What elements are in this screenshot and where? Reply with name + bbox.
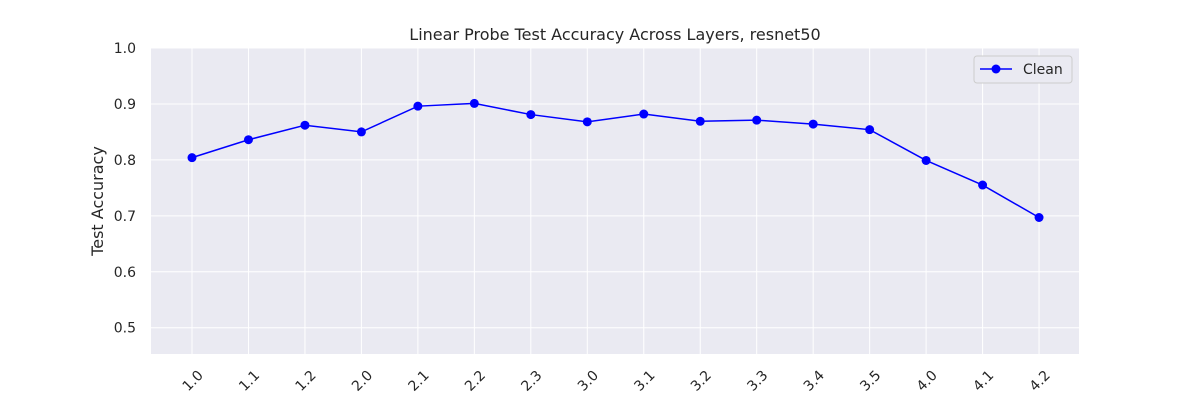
- data-point: [695, 116, 705, 126]
- data-point: [978, 180, 988, 190]
- data-point: [469, 98, 479, 108]
- legend: Clean: [973, 55, 1073, 84]
- data-point: [300, 120, 310, 130]
- data-point: [639, 109, 649, 119]
- x-tick-label: 2.2: [462, 368, 489, 395]
- x-tick-label: 3.4: [801, 368, 828, 395]
- x-tick-label: 4.0: [914, 368, 941, 395]
- x-tick-label: 2.3: [518, 368, 545, 395]
- y-tick-label: 0.7: [114, 209, 136, 225]
- y-tick-labels: 0.5 0.6 0.7 0.8 0.9 1.0: [114, 41, 136, 337]
- series-line-clean: [191, 102, 1040, 219]
- plot-background: [151, 48, 1079, 354]
- x-tick-label: 4.2: [1027, 368, 1054, 395]
- x-tick-label: 3.5: [857, 368, 884, 395]
- x-tick-label: 3.1: [631, 368, 658, 395]
- data-point: [752, 115, 762, 125]
- x-tick-label: 1.2: [293, 368, 320, 395]
- data-point: [187, 153, 197, 163]
- x-tick-label: 3.2: [688, 368, 715, 395]
- data-point: [413, 101, 423, 111]
- data-point: [243, 135, 253, 145]
- x-tick-label: 3.0: [575, 368, 602, 395]
- y-tick-label: 0.5: [114, 321, 136, 337]
- legend-label-clean: Clean: [1023, 62, 1063, 78]
- data-point: [526, 110, 536, 120]
- legend-box: [973, 55, 1073, 84]
- data-point: [582, 117, 592, 127]
- y-tick-label: 0.8: [114, 153, 136, 169]
- data-point: [356, 127, 366, 137]
- x-tick-labels: 1.0 1.1 1.2 2.0 2.1 2.2 2.3 3.0 3.1 3.2 3.3 3.4 3.5 4…: [180, 368, 1054, 395]
- data-point: [865, 125, 875, 135]
- x-tick-label: 1.1: [236, 368, 263, 395]
- x-tick-label: 1.0: [180, 368, 207, 395]
- series-layer: [187, 98, 1044, 223]
- x-tick-label: 2.1: [406, 368, 433, 395]
- x-tick-label: 3.3: [744, 368, 771, 395]
- chart-title: Linear Probe Test Accuracy Across Layers…: [409, 25, 820, 44]
- y-tick-label: 0.6: [114, 265, 136, 281]
- data-point: [808, 119, 818, 129]
- x-tick-label: 4.1: [970, 368, 997, 395]
- y-tick-label: 0.9: [114, 97, 136, 113]
- data-point: [1034, 213, 1044, 223]
- legend-marker-clean: [991, 64, 1001, 74]
- y-tick-label: 1.0: [114, 41, 136, 57]
- y-axis-label: Test Accuracy: [88, 146, 107, 257]
- x-tick-label: 2.0: [349, 368, 376, 395]
- data-point: [921, 155, 931, 165]
